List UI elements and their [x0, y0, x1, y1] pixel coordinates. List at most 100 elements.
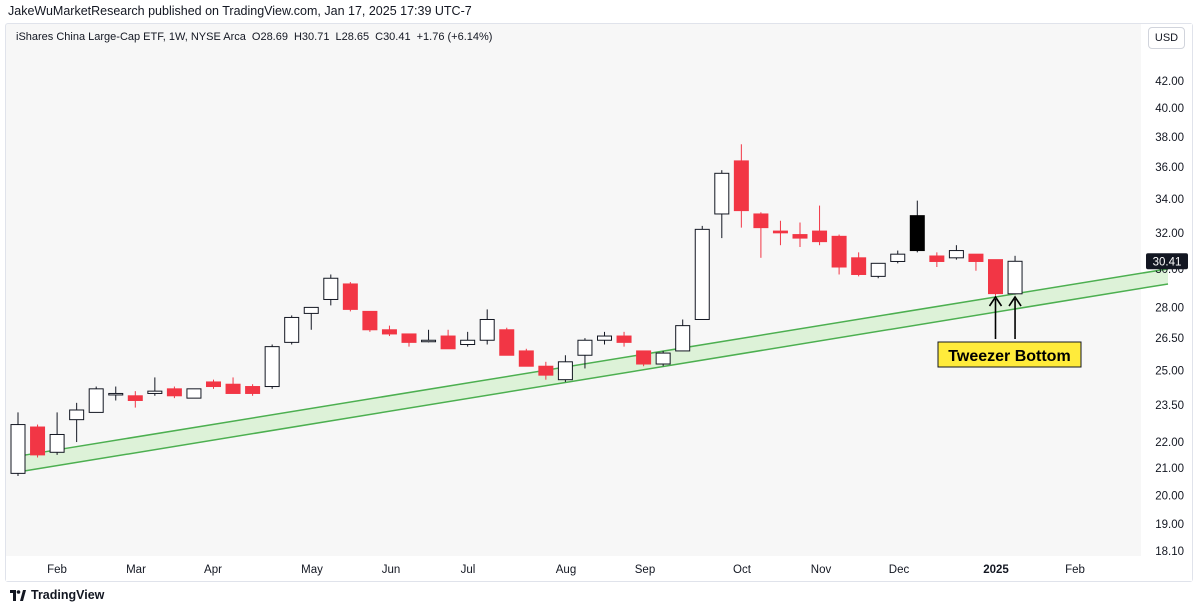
candle[interactable] — [851, 257, 867, 275]
candle[interactable] — [1007, 260, 1023, 295]
candle[interactable] — [88, 388, 104, 413]
candle[interactable] — [479, 318, 495, 341]
candle[interactable] — [342, 283, 358, 310]
tradingview-icon — [10, 589, 26, 601]
price-tick-label: 38.00 — [1155, 132, 1184, 144]
time-tick-label: Apr — [204, 564, 222, 576]
price-tick-label: 32.00 — [1155, 228, 1184, 240]
trend-channel-lower-line[interactable] — [17, 283, 1169, 473]
time-tick-label: 2025 — [983, 564, 1009, 576]
time-tick-label: Aug — [556, 564, 576, 576]
candle[interactable] — [714, 172, 730, 215]
time-tick-label: Oct — [733, 564, 752, 576]
candle[interactable] — [108, 392, 124, 396]
price-axis[interactable] — [1141, 24, 1192, 581]
trend-channel-upper-line[interactable] — [17, 268, 1169, 457]
price-tick-label: 20.00 — [1155, 490, 1184, 502]
currency-button[interactable]: USD — [1148, 27, 1185, 49]
annotation-label: Tweezer Bottom — [948, 348, 1070, 365]
candle[interactable] — [557, 361, 573, 381]
price-tick-label: 22.00 — [1155, 437, 1184, 449]
candle[interactable] — [636, 350, 652, 365]
candle[interactable] — [733, 160, 749, 212]
time-tick-label: Jun — [382, 564, 401, 576]
time-tick-label: Mar — [126, 564, 146, 576]
price-tick-label: 19.00 — [1155, 519, 1184, 531]
annotation-box[interactable] — [937, 341, 1082, 368]
price-tick-label: 36.00 — [1155, 162, 1184, 174]
candle[interactable] — [264, 346, 280, 388]
symbol-label: iShares China Large-Cap ETF, 1W, NYSE Ar… — [16, 31, 246, 43]
price-tick-label: 23.50 — [1155, 400, 1184, 412]
ohlc-open: O28.69 — [251, 31, 288, 43]
ohlc-high: H30.71 — [293, 31, 330, 43]
candle[interactable] — [772, 230, 788, 234]
candle[interactable] — [616, 335, 632, 343]
candle[interactable] — [30, 426, 46, 456]
chart-legend: iShares China Large-Cap ETF, 1W, NYSE Ar… — [16, 31, 492, 43]
candle[interactable] — [49, 433, 65, 453]
candle[interactable] — [655, 352, 671, 365]
last-price-badge — [1146, 253, 1188, 270]
candle[interactable] — [753, 213, 769, 229]
candle[interactable] — [597, 335, 612, 341]
time-tick-label: Nov — [811, 564, 832, 576]
price-tick-label: 21.00 — [1155, 463, 1184, 475]
time-tick-label: Sep — [635, 564, 655, 576]
candle[interactable] — [323, 277, 339, 300]
candle[interactable] — [245, 386, 261, 394]
candle[interactable] — [381, 329, 397, 335]
candle[interactable] — [127, 395, 143, 401]
candle[interactable] — [694, 228, 710, 320]
annotation-arrowhead-icon — [988, 295, 1003, 307]
tradingview-brand: TradingView — [31, 588, 105, 602]
candle[interactable] — [69, 409, 85, 421]
candle[interactable] — [499, 329, 515, 356]
ohlc-close: C30.41 — [375, 31, 411, 43]
candle[interactable] — [675, 325, 691, 352]
time-tick-label: Dec — [889, 564, 910, 576]
candle[interactable] — [577, 339, 593, 356]
candle[interactable] — [538, 365, 554, 376]
price-tick-label: 26.50 — [1155, 333, 1184, 345]
candle[interactable] — [948, 250, 964, 259]
candle[interactable] — [10, 424, 26, 474]
candle[interactable] — [890, 253, 906, 262]
candle[interactable] — [812, 230, 828, 243]
candle[interactable] — [166, 388, 182, 397]
price-tick-label: 40.00 — [1155, 103, 1184, 115]
last-price-label: 30.41 — [1153, 256, 1182, 268]
time-tick-label: Feb — [47, 564, 67, 576]
candle[interactable] — [225, 383, 241, 394]
tradingview-logo[interactable]: TradingView — [10, 588, 104, 602]
publisher-line: JakeWuMarketResearch published on Tradin… — [8, 4, 472, 18]
price-tick-label: 34.00 — [1155, 194, 1184, 206]
candle[interactable] — [401, 333, 417, 343]
candle[interactable] — [518, 350, 534, 367]
candle[interactable] — [929, 255, 945, 262]
candle[interactable] — [792, 234, 808, 239]
price-tick-label: 18.10 — [1155, 546, 1184, 558]
ohlc-low: L28.65 — [335, 31, 370, 43]
candle[interactable] — [870, 262, 886, 277]
candle[interactable] — [988, 259, 1003, 295]
time-axis[interactable] — [6, 556, 1192, 581]
price-tick-label: 28.00 — [1155, 302, 1184, 314]
candle[interactable] — [362, 310, 378, 331]
time-tick-label: Feb — [1065, 564, 1085, 576]
candle[interactable] — [968, 253, 984, 262]
price-tick-label: 42.00 — [1155, 76, 1184, 88]
time-tick-label: May — [301, 564, 323, 576]
candle[interactable] — [284, 316, 300, 343]
candle[interactable] — [440, 335, 456, 350]
candle[interactable] — [831, 235, 847, 268]
candle[interactable] — [147, 390, 163, 394]
candle[interactable] — [421, 339, 437, 343]
candle[interactable] — [909, 215, 925, 252]
candle[interactable] — [186, 388, 202, 399]
price-tick-label: 25.00 — [1155, 366, 1184, 378]
candle[interactable] — [460, 339, 476, 345]
candle[interactable] — [303, 306, 319, 314]
candle[interactable] — [206, 381, 221, 388]
